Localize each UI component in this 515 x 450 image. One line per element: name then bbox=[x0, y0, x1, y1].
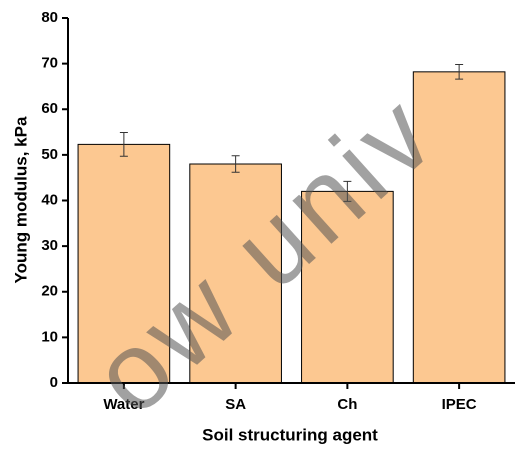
error-bar bbox=[455, 64, 464, 80]
y-tick-label: 10 bbox=[41, 328, 58, 345]
x-tick-label: IPEC bbox=[442, 396, 477, 413]
bar bbox=[189, 163, 282, 384]
bar bbox=[301, 190, 394, 384]
bar bbox=[77, 143, 171, 384]
y-tick-label: 50 bbox=[41, 146, 58, 163]
error-bar bbox=[343, 180, 352, 202]
x-tick-label: SA bbox=[225, 396, 246, 413]
y-tick-label: 30 bbox=[41, 237, 58, 254]
error-bar bbox=[231, 155, 240, 173]
y-tick-label: 0 bbox=[50, 374, 58, 391]
y-axis-title: Young modulus, kPa bbox=[11, 116, 30, 283]
y-tick-label: 70 bbox=[41, 55, 58, 72]
x-tick-label: Water bbox=[103, 396, 144, 413]
y-tick-label: 20 bbox=[41, 283, 58, 300]
error-bar bbox=[119, 132, 128, 157]
x-tick-label: Ch bbox=[337, 396, 357, 413]
y-tick-label: 80 bbox=[41, 9, 58, 26]
y-tick-label: 60 bbox=[41, 100, 58, 117]
y-tick-label: 40 bbox=[41, 191, 58, 208]
bar bbox=[412, 71, 506, 384]
x-axis-title: Soil structuring agent bbox=[202, 425, 378, 444]
